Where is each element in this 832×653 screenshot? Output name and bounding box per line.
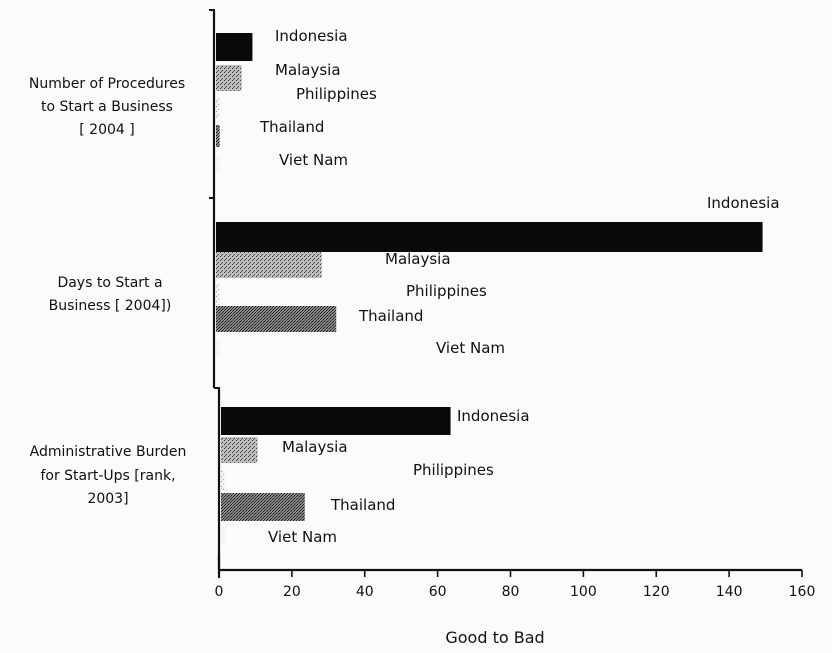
labels-layer: Indonesia Malaysia Philippines Thailand Viet…	[29, 27, 780, 546]
x-tick-label: 0	[215, 584, 224, 600]
group-label-line: for Start-Ups [rank,	[40, 468, 175, 484]
x-axis-label: Good to Bad	[445, 628, 544, 647]
data-label-thailand: Thailand	[358, 307, 423, 325]
bar-indonesia	[216, 33, 253, 61]
data-label-viet-nam: Viet Nam	[279, 151, 348, 169]
bar-malaysia	[216, 252, 322, 278]
axes-layer: 0 20 40 60 80 100 120 140 160	[209, 9, 816, 600]
group-label-line: Number of Procedures	[29, 76, 185, 92]
x-tick-label: 80	[502, 584, 520, 600]
data-label-indonesia: Indonesia	[275, 27, 348, 45]
group-label-line: Days to Start a	[57, 275, 162, 291]
bar-indonesia	[216, 222, 763, 252]
bar-philippines	[221, 470, 225, 490]
data-label-viet-nam: Viet Nam	[436, 339, 505, 357]
bars-layer	[216, 33, 763, 545]
group-label-line: to Start a Business	[41, 99, 173, 115]
data-label-philippines: Philippines	[413, 461, 494, 479]
data-label-viet-nam: Viet Nam	[268, 528, 337, 546]
data-label-malaysia: Malaysia	[282, 438, 348, 456]
data-label-thailand: Thailand	[330, 496, 395, 514]
data-label-indonesia: Indonesia	[457, 407, 530, 425]
x-tick-label: 60	[429, 584, 447, 600]
group-label-line: Business [ 2004])	[49, 298, 172, 314]
data-label-philippines: Philippines	[406, 282, 487, 300]
x-tick-label: 20	[283, 584, 301, 600]
x-tick-label: 160	[789, 584, 816, 600]
x-tick-label: 120	[643, 584, 670, 600]
x-tick-label: 40	[356, 584, 374, 600]
bar-indonesia	[221, 407, 451, 435]
group-label-line: 2003]	[87, 491, 128, 507]
bar-malaysia	[216, 65, 242, 91]
data-label-thailand: Thailand	[259, 118, 324, 136]
bar-malaysia	[221, 437, 258, 463]
data-label-indonesia: Indonesia	[707, 194, 780, 212]
bar-thailand	[221, 493, 305, 521]
x-tick-label: 140	[716, 584, 743, 600]
bar-viet-nam	[216, 155, 220, 173]
bar-viet-nam	[221, 527, 225, 545]
bar-philippines	[216, 97, 220, 119]
bar-thailand	[216, 306, 337, 332]
bar-philippines	[216, 284, 220, 306]
data-label-malaysia: Malaysia	[275, 61, 341, 79]
group-label-line: Administrative Burden	[30, 444, 187, 460]
group-label-line: [ 2004 ]	[79, 122, 134, 138]
bar-thailand	[216, 125, 220, 147]
data-label-philippines: Philippines	[296, 85, 377, 103]
x-tick-label: 100	[570, 584, 597, 600]
bar-viet-nam	[216, 340, 220, 358]
data-label-malaysia: Malaysia	[385, 250, 451, 268]
